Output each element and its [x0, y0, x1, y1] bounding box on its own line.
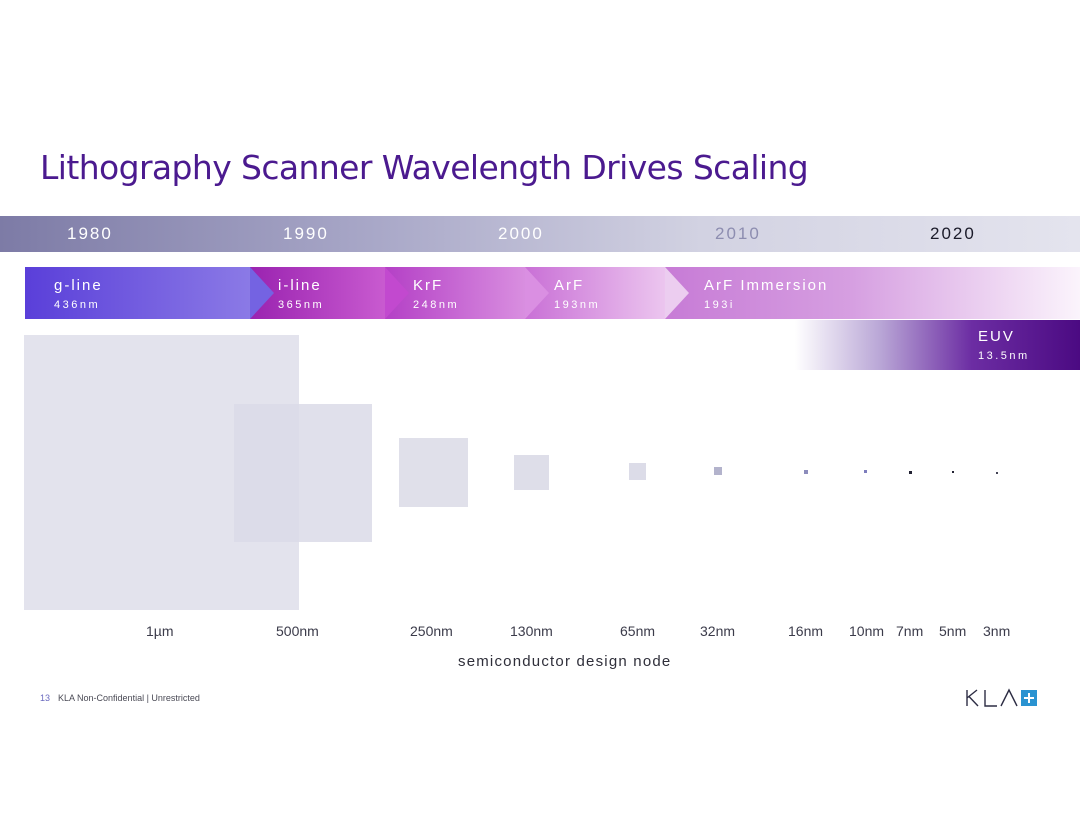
year-label-2000: 2000 — [498, 224, 544, 243]
band-name-g-line: g-line — [54, 277, 103, 294]
kla-logo — [966, 688, 1037, 707]
band-wavelength-krf: 248nm — [413, 299, 460, 311]
node-label-130nm: 130nm — [510, 623, 553, 639]
band-arrow-icon — [250, 267, 274, 319]
band-arf-immersion — [665, 267, 1080, 319]
slide-title: Lithography Scanner Wavelength Drives Sc… — [40, 148, 809, 187]
year-label-1980: 1980 — [67, 224, 113, 243]
band-arrow-icon — [525, 267, 549, 319]
node-square-500nm — [234, 404, 372, 542]
year-timeline-bar — [0, 216, 1080, 252]
node-label-32nm: 32nm — [700, 623, 736, 639]
node-square-10nm — [864, 470, 867, 473]
band-wavelength-arf: 193nm — [554, 299, 601, 311]
axis-title: semiconductor design node — [458, 653, 672, 670]
node-label-500nm: 500nm — [276, 623, 319, 639]
node-label-10nm: 10nm — [849, 623, 885, 639]
node-label-1um: 1µm — [146, 623, 174, 639]
node-label-5nm: 5nm — [939, 623, 967, 639]
band-name-i-line: i-line — [278, 277, 322, 294]
node-square-32nm — [714, 467, 722, 475]
band-name-krf: KrF — [413, 277, 444, 294]
node-square-130nm — [514, 455, 549, 490]
band-name-euv: EUV — [978, 328, 1015, 345]
band-name-arf: ArF — [554, 277, 585, 294]
footer: 13 KLA Non-Confidential | Unrestricted — [40, 693, 200, 703]
node-square-16nm — [804, 470, 808, 474]
band-arrow-icon — [385, 267, 409, 319]
band-arrow-icon — [665, 267, 689, 319]
node-label-3nm: 3nm — [983, 623, 1011, 639]
plus-icon — [1021, 690, 1037, 706]
node-square-65nm — [629, 463, 646, 480]
footer-classification: KLA Non-Confidential | Unrestricted — [58, 693, 200, 703]
node-label-250nm: 250nm — [410, 623, 453, 639]
year-label-2010: 2010 — [715, 224, 761, 243]
node-square-250nm — [399, 438, 468, 507]
node-square-7nm — [909, 471, 912, 474]
node-label-65nm: 65nm — [620, 623, 656, 639]
node-square-3nm — [996, 472, 998, 474]
node-square-5nm — [952, 471, 954, 473]
band-wavelength-euv: 13.5nm — [978, 350, 1030, 362]
node-label-16nm: 16nm — [788, 623, 824, 639]
band-wavelength-g-line: 436nm — [54, 299, 101, 311]
year-label-2020: 2020 — [930, 224, 976, 243]
band-wavelength-i-line: 365nm — [278, 299, 325, 311]
node-label-7nm: 7nm — [896, 623, 924, 639]
band-euv — [795, 320, 1080, 370]
band-g-line — [25, 267, 251, 319]
page-number: 13 — [40, 693, 51, 703]
band-wavelength-arf-immersion: 193i — [704, 299, 735, 311]
year-label-1990: 1990 — [283, 224, 329, 243]
band-name-arf-immersion: ArF Immersion — [704, 277, 829, 294]
